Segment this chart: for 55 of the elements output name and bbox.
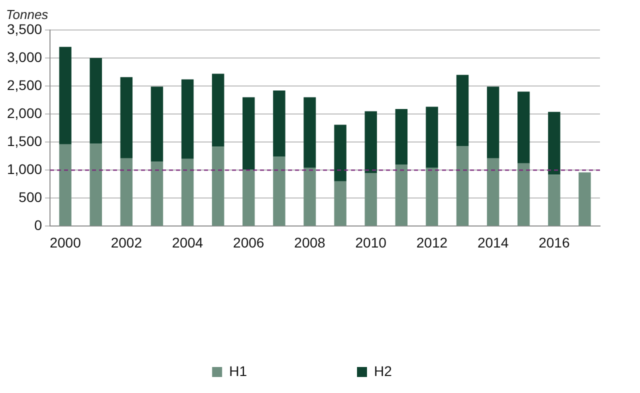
x-tick-label: 2014: [477, 234, 509, 250]
x-tick-label: 2010: [355, 234, 387, 250]
bar: [518, 92, 530, 164]
bar: [150, 162, 164, 226]
bar: [59, 46, 72, 144]
x-tick-label: 2002: [110, 234, 142, 250]
bar: [242, 97, 255, 170]
bar: [273, 156, 286, 226]
bar: [426, 106, 438, 168]
bar: [548, 112, 560, 175]
bar: [548, 174, 560, 226]
x-tick-label: 2006: [233, 234, 264, 250]
bar: [486, 158, 500, 226]
bar: [181, 79, 194, 159]
bar: [334, 124, 346, 182]
x-tick-label: 2004: [172, 234, 204, 250]
y-tick-label: 3,500: [6, 20, 42, 37]
bar: [364, 111, 377, 173]
bar: [90, 58, 102, 144]
bar: [364, 172, 377, 226]
bar: [212, 146, 224, 226]
bar: [304, 168, 316, 226]
y-tick-label: 0: [34, 217, 42, 234]
y-tick-label: 3,000: [6, 48, 42, 65]
bar: [273, 90, 286, 157]
y-tick-label: 2,000: [6, 104, 42, 121]
legend-label: H1: [229, 362, 248, 379]
bar: [518, 163, 530, 226]
bar: [578, 172, 591, 226]
x-tick-label: 2008: [294, 234, 326, 250]
legend-label: H2: [374, 362, 392, 379]
bar: [334, 181, 346, 226]
bar: [120, 77, 133, 158]
y-tick-label: 500: [18, 189, 42, 206]
bar: [150, 86, 164, 162]
bar: [486, 86, 500, 158]
bar: [212, 74, 224, 147]
bar: [181, 158, 194, 226]
x-tick-label: 2000: [50, 234, 82, 250]
x-tick-label: 2012: [416, 234, 448, 250]
bar: [304, 97, 316, 168]
bar: [120, 158, 133, 226]
bar: [395, 109, 408, 165]
y-tick-label: 2,500: [6, 76, 42, 93]
bar: [242, 170, 255, 226]
bar: [426, 168, 438, 226]
bar: [59, 144, 72, 226]
x-tick-label: 2016: [538, 234, 570, 250]
y-axis-title: Tonnes: [6, 7, 49, 22]
bar: [456, 146, 469, 226]
bar: [90, 144, 102, 226]
bar: [456, 74, 469, 146]
bar: [395, 164, 408, 226]
y-tick-label: 1,000: [6, 161, 42, 177]
y-tick-label: 1,500: [6, 132, 42, 149]
